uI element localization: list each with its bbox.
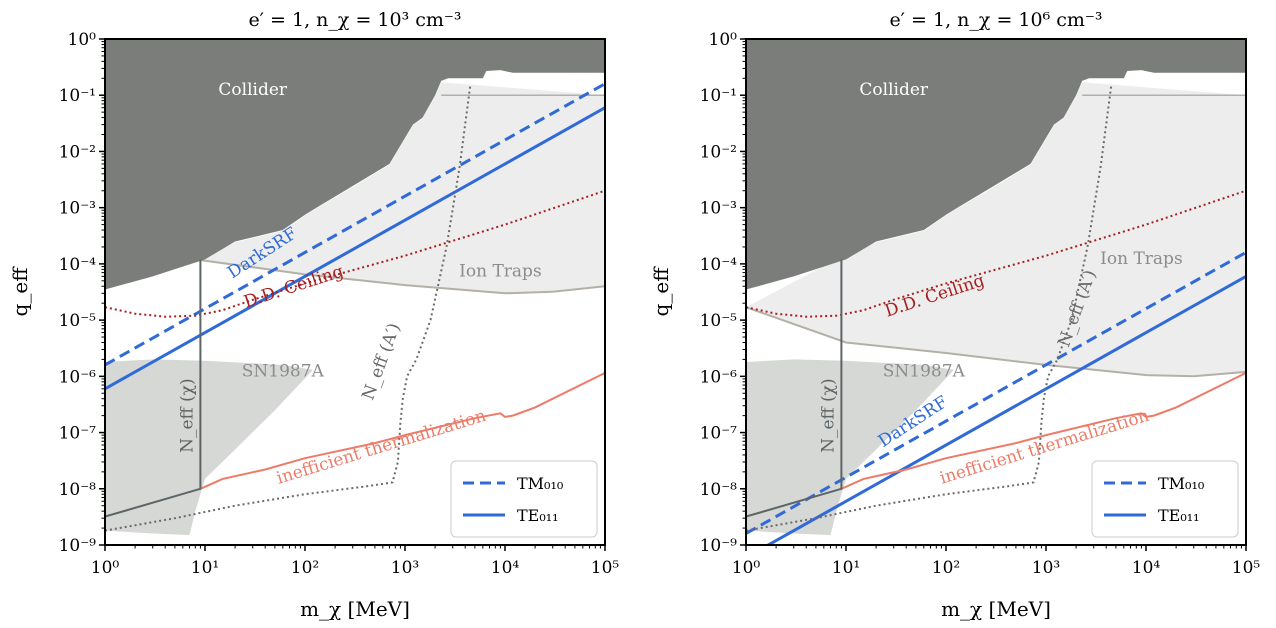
- x-tick-label: 10⁴: [491, 558, 520, 578]
- ion-traps-region: [746, 82, 1246, 377]
- y-tick-label: 10⁻⁶: [59, 367, 97, 387]
- y-tick-label: 10⁻¹: [59, 86, 96, 106]
- region-label-sn1987a: SN1987A: [242, 361, 325, 381]
- thermalization-line: [199, 372, 605, 490]
- y-tick-label: 10⁻⁸: [59, 480, 97, 500]
- y-tick-label: 10⁻³: [59, 199, 96, 219]
- y-tick-label: 10⁻²: [700, 142, 737, 162]
- x-axis-label: m_χ [MeV]: [941, 597, 1051, 621]
- legend-te011-label: TE₀₁₁: [1158, 506, 1200, 525]
- y-axis-label: q_eff: [8, 266, 32, 317]
- dd-ceiling-line: [105, 189, 605, 318]
- plot-area: [105, 39, 605, 536]
- x-tick-label: 10⁵: [591, 558, 620, 578]
- ion-traps-region: [195, 82, 605, 294]
- sn1987a-region: [746, 359, 954, 536]
- axes-frame: [745, 38, 1247, 546]
- neff-chi-line: [746, 259, 843, 518]
- y-tick-label: 10⁻²: [59, 142, 96, 162]
- x-tick-label: 10⁴: [1132, 558, 1161, 578]
- y-tick-label: 10⁰: [709, 30, 738, 50]
- ion-traps-boundary: [195, 258, 605, 295]
- collider-region: [746, 39, 1246, 290]
- x-tick-label: 10⁰: [732, 558, 761, 578]
- x-tick-label: 10³: [1032, 558, 1060, 578]
- chart-panel-1: Collider Ion Traps SN1987A N_eff (χ) N_eff (…: [8, 9, 619, 621]
- region-label-collider: Collider: [859, 80, 928, 100]
- legend-tm010-label: TM₀₁₀: [517, 474, 563, 493]
- legend: TM₀₁₀ TE₀₁₁: [450, 460, 598, 538]
- axes-frame: [104, 38, 606, 546]
- y-tick-label: 10⁻³: [700, 199, 737, 219]
- chart-title: e′ = 1, n_χ = 10⁶ cm⁻³: [889, 9, 1102, 31]
- y-tick-label: 10⁻¹: [700, 86, 737, 106]
- x-tick-label: 10⁵: [1232, 558, 1261, 578]
- y-tick-label: 10⁰: [68, 30, 97, 50]
- x-tick-label: 10²: [932, 558, 960, 578]
- y-axis-label: q_eff: [649, 266, 673, 317]
- region-label-sn1987a: SN1987A: [883, 361, 966, 381]
- tm010-line: [746, 251, 1246, 535]
- chart-title: e′ = 1, n_χ = 10³ cm⁻³: [248, 9, 461, 31]
- te011-line: [765, 275, 1246, 545]
- y-tick-label: 10⁻⁶: [700, 367, 738, 387]
- y-tick-label: 10⁻⁹: [59, 536, 97, 556]
- te011-line: [105, 106, 605, 391]
- dd-ceiling-line: [746, 189, 1246, 318]
- y-tick-label: 10⁻⁹: [700, 536, 738, 556]
- x-axis-label: m_χ [MeV]: [300, 597, 410, 621]
- region-label-ion-traps: Ion Traps: [1100, 249, 1183, 269]
- legend-box: [450, 460, 598, 538]
- x-tick-label: 10³: [391, 558, 419, 578]
- legend-te011-label: TE₀₁₁: [517, 506, 559, 525]
- x-tick-label: 10¹: [191, 558, 219, 578]
- x-tick-label: 10²: [291, 558, 319, 578]
- region-label-neff-ap: N_eff (A′): [358, 321, 404, 403]
- y-tick-label: 10⁻⁵: [59, 311, 97, 331]
- legend-tm010-label: TM₀₁₀: [1158, 474, 1204, 493]
- y-tick-label: 10⁻⁷: [700, 424, 738, 444]
- plot-area: [746, 39, 1246, 545]
- legend: TM₀₁₀ TE₀₁₁: [1091, 460, 1239, 538]
- y-tick-label: 10⁻⁴: [59, 255, 97, 275]
- y-tick-label: 10⁻⁸: [700, 480, 738, 500]
- y-tick-label: 10⁻⁵: [700, 311, 738, 331]
- y-tick-label: 10⁻⁷: [59, 424, 97, 444]
- neff-ap-line: [746, 85, 1113, 532]
- region-label-neff-chi: N_eff (χ): [178, 378, 198, 452]
- tm010-line: [105, 82, 605, 367]
- x-tick-label: 10¹: [832, 558, 860, 578]
- x-tick-label: 10⁰: [91, 558, 120, 578]
- y-tick-label: 10⁻⁴: [700, 255, 738, 275]
- thermalization-line: [840, 372, 1246, 490]
- neff-ap-line: [105, 85, 472, 532]
- sn1987a-region: [105, 359, 313, 536]
- region-label-ion-traps: Ion Traps: [459, 261, 542, 281]
- region-label-neff-chi: N_eff (χ): [819, 378, 839, 452]
- neff-chi-line: [105, 259, 202, 518]
- legend-box: [1091, 460, 1239, 538]
- region-label-collider: Collider: [218, 80, 287, 100]
- collider-region: [105, 39, 605, 290]
